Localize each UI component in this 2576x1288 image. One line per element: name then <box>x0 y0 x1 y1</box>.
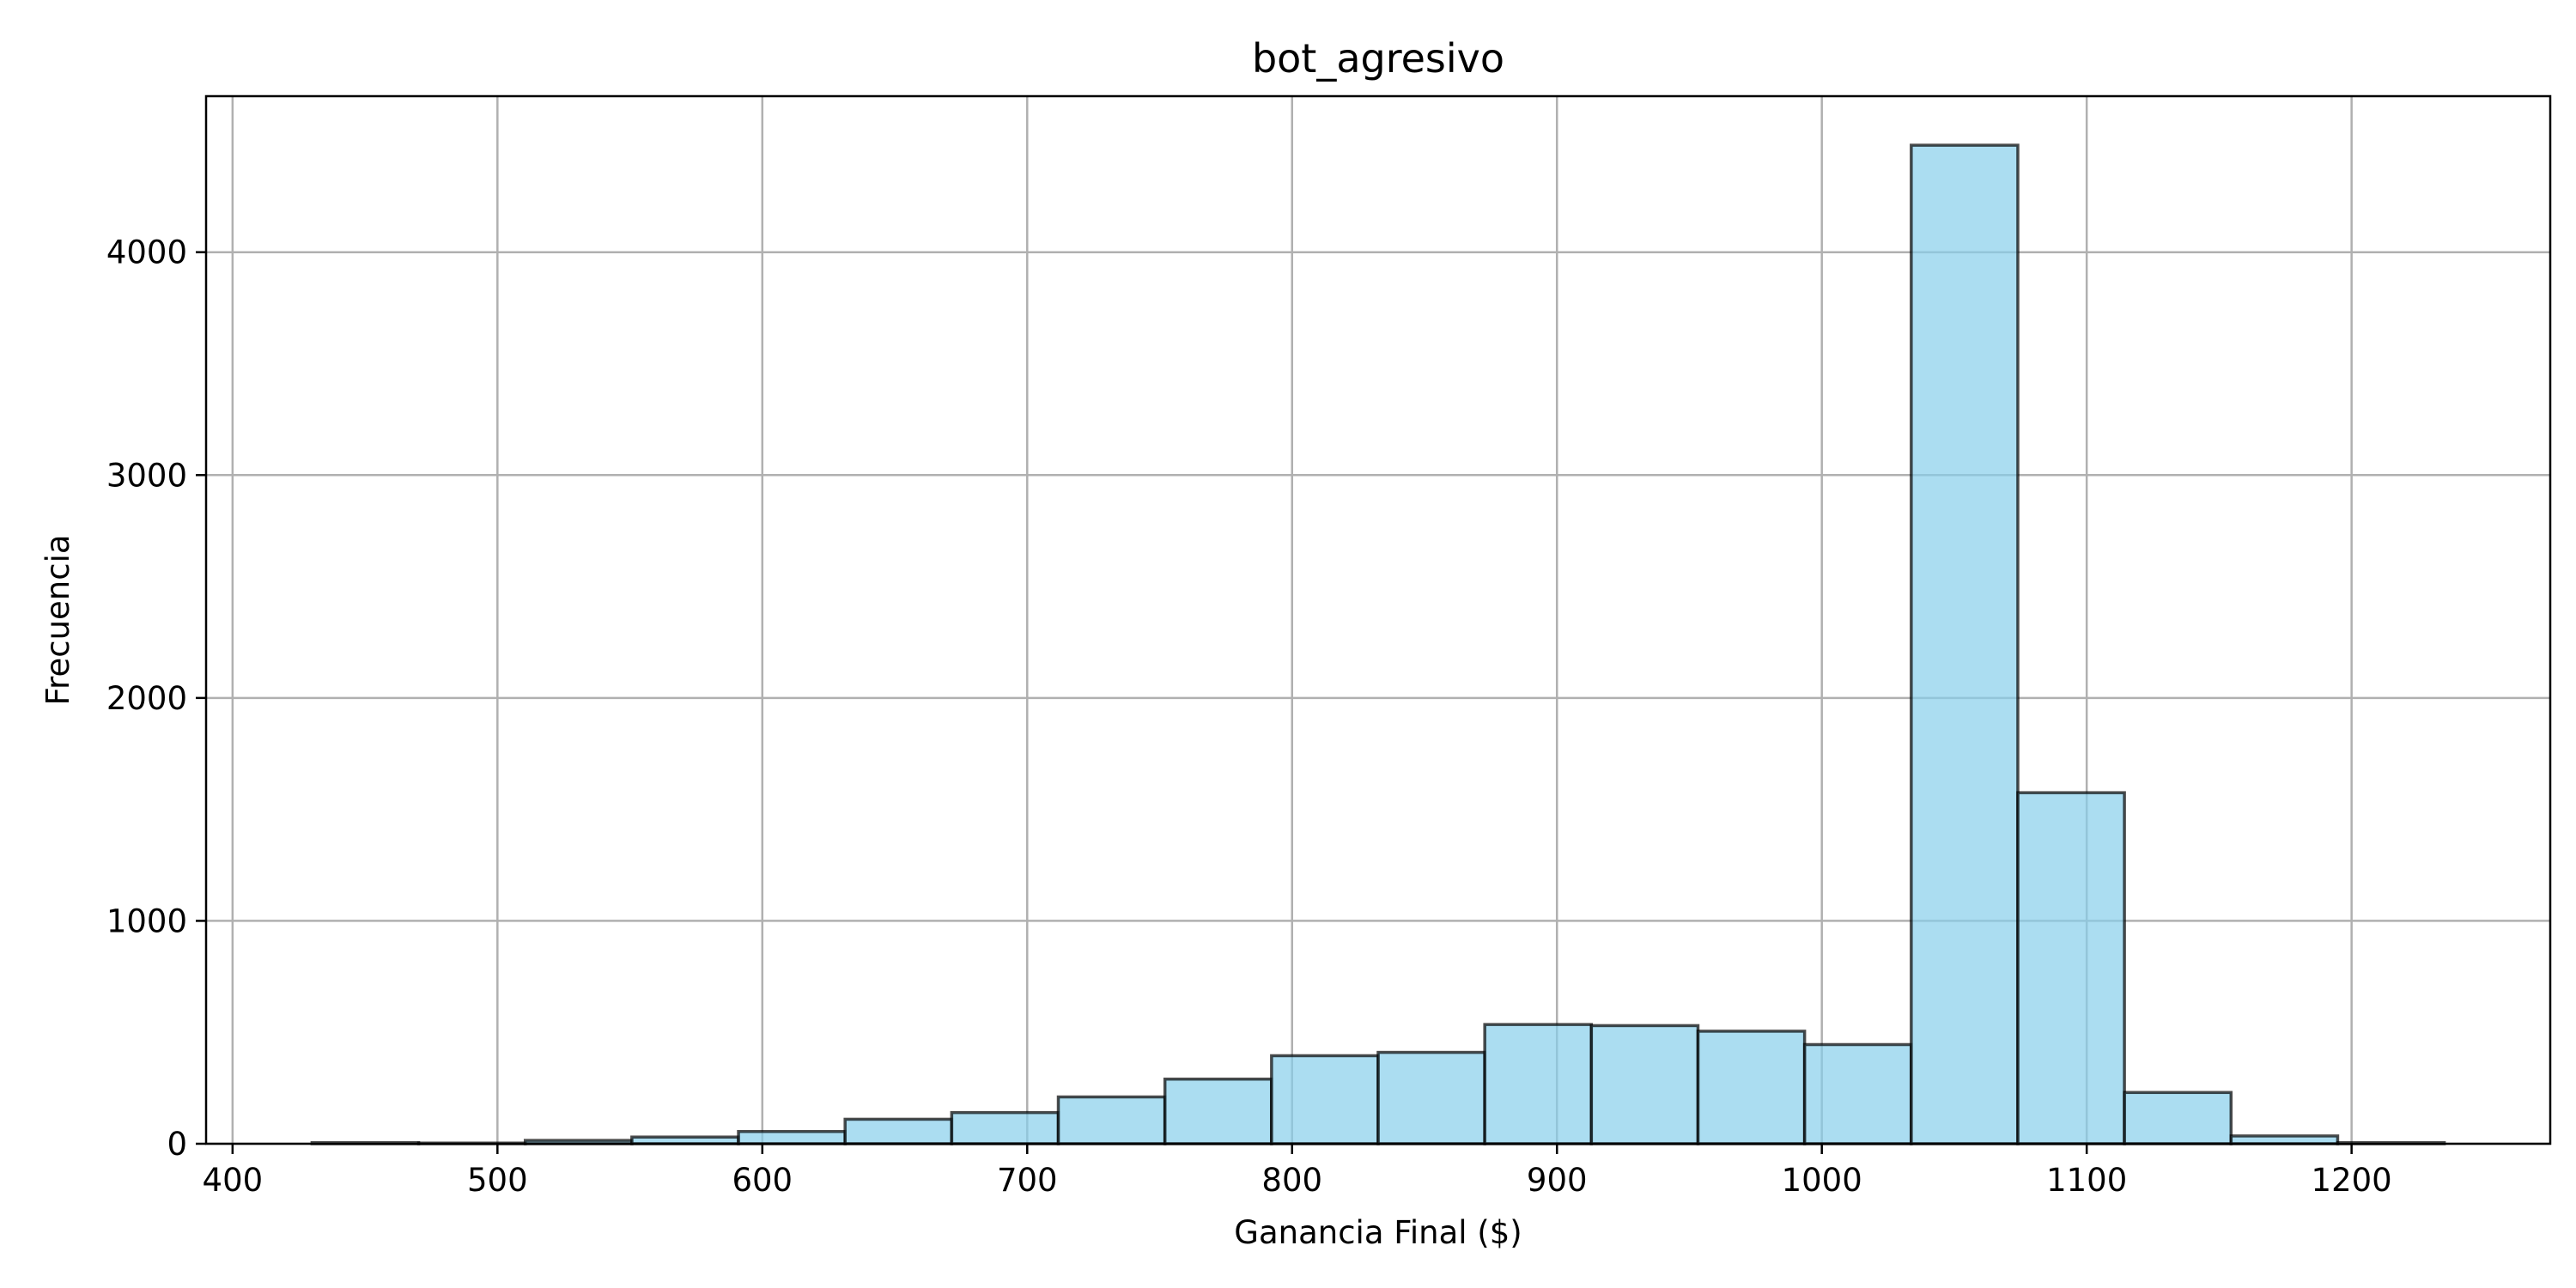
histogram-bar <box>737 1129 847 1145</box>
histogram-bar <box>950 1110 1060 1145</box>
y-tick-label: 2000 <box>106 680 187 717</box>
y-tick-label: 0 <box>167 1126 187 1163</box>
x-tick-label: 1000 <box>1782 1162 1862 1199</box>
histogram-bar <box>1056 1095 1167 1145</box>
x-tick-label: 800 <box>1261 1162 1322 1199</box>
histogram-bar <box>1163 1077 1273 1145</box>
plot-frame <box>204 94 2552 1145</box>
y-tick-label: 1000 <box>106 902 187 939</box>
histogram-bar <box>843 1117 954 1145</box>
x-tick-label: 400 <box>203 1162 264 1199</box>
x-tick-label: 700 <box>997 1162 1058 1199</box>
histogram-bar <box>1270 1054 1380 1145</box>
x-tick-label: 1100 <box>2046 1162 2127 1199</box>
y-tick-label: 3000 <box>106 457 187 494</box>
histogram-bar <box>1696 1030 1807 1145</box>
histogram-bar <box>1589 1024 1700 1145</box>
x-tick-label: 1200 <box>2312 1162 2392 1199</box>
y-axis-label: Frecuencia <box>39 534 76 705</box>
axis-ticks: 400 500 600 700 800 900 1000 1100 1200 0 1000 2000 3… <box>106 234 2392 1199</box>
histogram-bar <box>1802 1042 1913 1145</box>
histogram-bars <box>310 143 2446 1145</box>
histogram-bar <box>2123 1091 2233 1145</box>
x-axis-label: Ganancia Final ($) <box>1234 1214 1522 1251</box>
histogram-bar <box>2229 1134 2340 1145</box>
y-tick-label: 4000 <box>106 234 187 271</box>
histogram-bar <box>1910 143 2020 1145</box>
histogram-bar <box>2016 791 2126 1145</box>
histogram-bar <box>1483 1023 1594 1145</box>
x-tick-label: 900 <box>1527 1162 1588 1199</box>
x-tick-label: 500 <box>467 1162 528 1199</box>
grid-lines <box>206 96 2550 1145</box>
histogram-bar <box>1376 1050 1486 1145</box>
chart-title: bot_agresivo <box>1252 35 1504 82</box>
x-tick-label: 600 <box>732 1162 793 1199</box>
